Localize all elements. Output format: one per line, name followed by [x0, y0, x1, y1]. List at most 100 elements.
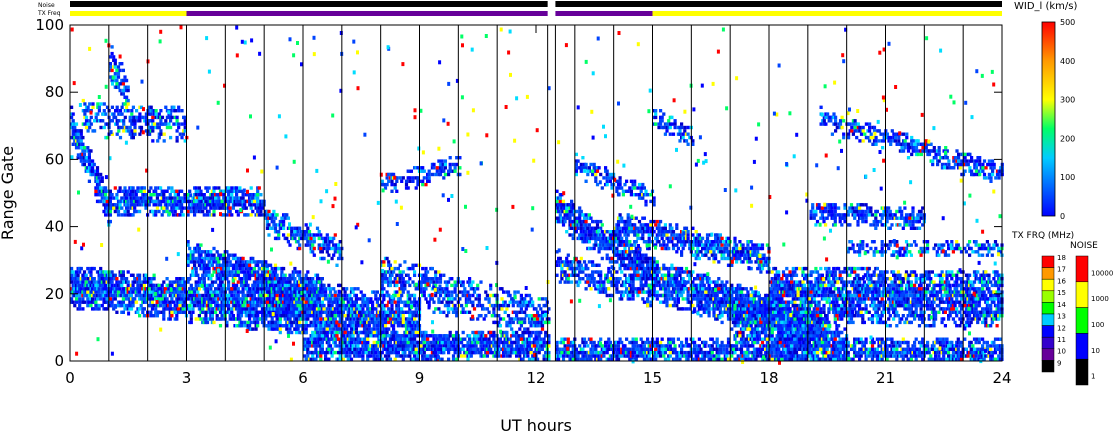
data-cell: [387, 320, 391, 325]
data-cell: [349, 357, 354, 361]
data-cell: [375, 290, 379, 294]
data-cell: [251, 310, 255, 314]
data-cell: [180, 122, 184, 126]
data-cell: [337, 246, 341, 251]
data-cell: [377, 297, 381, 301]
data-cell: [118, 283, 122, 288]
data-cell: [356, 303, 360, 308]
data-cell: [170, 314, 174, 318]
data-cell: [110, 119, 114, 123]
data-cell: [181, 310, 185, 314]
data-cell: [76, 132, 80, 136]
data-cell: [278, 330, 282, 335]
data-cell: [383, 324, 388, 328]
data-cell: [100, 280, 104, 284]
data-cell: [400, 179, 404, 183]
data-cell: [492, 337, 496, 341]
data-cell: [385, 182, 389, 187]
data-cell: [165, 209, 169, 214]
data-cell: [298, 273, 302, 277]
data-cell: [434, 293, 438, 298]
data-cell: [304, 300, 308, 304]
data-cell: [367, 310, 371, 314]
data-cell: [526, 350, 530, 355]
data-cell: [251, 300, 255, 304]
data-cell: [162, 317, 166, 321]
data-cell: [273, 320, 278, 325]
data-cell: [537, 303, 541, 308]
data-cell: [199, 310, 203, 314]
data-cell: [383, 273, 388, 277]
data-cell: [348, 334, 352, 338]
data-cell: [131, 273, 135, 277]
data-cell: [84, 280, 88, 284]
data-cell: [485, 293, 489, 298]
data-cell: [400, 334, 404, 338]
data-cell: [537, 334, 541, 338]
data-cell: [88, 119, 92, 123]
data-cell: [320, 290, 324, 294]
data-cell: [438, 273, 443, 277]
data-cell: [435, 337, 439, 341]
data-cell: [118, 186, 122, 190]
data-cell: [298, 314, 302, 318]
data-cell: [524, 300, 528, 304]
data-cell: [270, 327, 274, 331]
data-cell: [133, 297, 137, 301]
data-cell: [498, 324, 502, 328]
data-cell: [338, 283, 342, 288]
data-cell: [421, 182, 425, 187]
data-cell: [259, 297, 263, 301]
data-cell: [414, 314, 418, 318]
data-cell: [472, 347, 477, 351]
data-cell: [202, 206, 206, 210]
data-cell: [348, 350, 352, 355]
data-cell: [218, 253, 223, 257]
data-cell: [382, 334, 386, 338]
data-cell: [309, 287, 313, 291]
data-cell: [442, 273, 446, 277]
data-cell: [273, 280, 278, 284]
data-cell: [209, 287, 213, 291]
data-cell: [493, 320, 498, 325]
data-cell: [484, 297, 488, 301]
data-cell: [343, 347, 347, 351]
data-cell: [199, 199, 203, 204]
data-cell: [367, 320, 371, 325]
data-cell: [445, 287, 449, 291]
data-cell: [136, 283, 140, 288]
data-cell: [102, 125, 106, 130]
data-cell: [104, 270, 108, 274]
data-cell: [463, 337, 467, 341]
data-cell: [220, 290, 224, 294]
data-cell: [138, 203, 142, 207]
data-cell: [367, 350, 371, 355]
data-cell: [108, 75, 112, 79]
data-cell: [178, 310, 182, 314]
data-cell: [123, 209, 127, 214]
data-cell: [86, 300, 90, 304]
data-cell: [542, 340, 546, 345]
data-cell: [409, 169, 413, 173]
data-cell: [239, 277, 244, 281]
data-cell: [117, 112, 121, 116]
data-cell: [96, 102, 100, 106]
data-cell: [455, 310, 459, 314]
data-cell: [202, 303, 206, 308]
data-cell: [393, 300, 397, 304]
data-cell: [99, 119, 103, 123]
data-cell: [571, 236, 575, 241]
data-cell: [73, 125, 77, 130]
data-cell: [199, 209, 203, 214]
data-cell: [205, 213, 210, 217]
data-cell: [460, 303, 464, 308]
data-cell: [314, 357, 318, 361]
data-cell: [73, 280, 77, 284]
data-cell: [73, 139, 77, 143]
data-cell: [293, 236, 297, 241]
data-cell: [100, 303, 104, 308]
data-cell: [338, 357, 342, 361]
data-cell: [79, 280, 83, 284]
data-cell: [447, 350, 451, 355]
data-cell: [171, 199, 176, 204]
